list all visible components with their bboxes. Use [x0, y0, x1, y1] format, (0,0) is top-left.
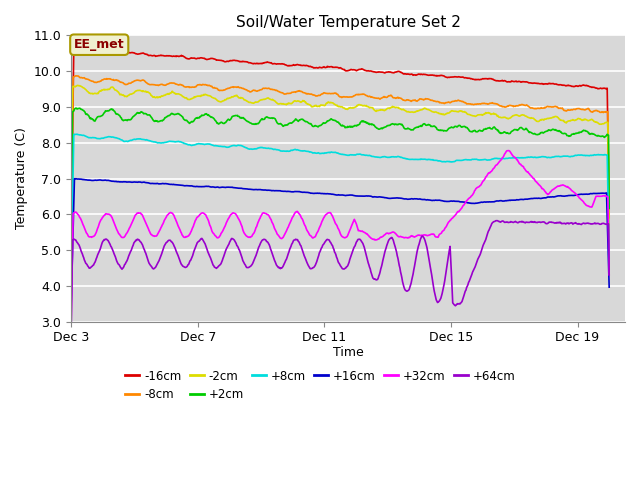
-2cm [605, 242, 613, 248]
+64cm [392, 244, 399, 250]
Legend: -16cm, -8cm, -2cm, +2cm, +8cm, +16cm, +32cm, +64cm: -16cm, -8cm, -2cm, +2cm, +8cm, +16cm, +3… [120, 365, 520, 406]
-8cm [67, 250, 75, 256]
+8cm [479, 157, 487, 163]
-2cm [67, 221, 75, 227]
Line: +64cm: +64cm [71, 221, 609, 335]
-8cm [129, 79, 137, 84]
+32cm [392, 230, 399, 236]
-2cm [346, 105, 354, 110]
+16cm [392, 195, 400, 201]
+8cm [177, 139, 184, 144]
+16cm [70, 176, 78, 181]
+64cm [67, 332, 75, 338]
+8cm [73, 132, 81, 137]
-2cm [141, 89, 148, 95]
+64cm [140, 246, 148, 252]
+2cm [72, 105, 79, 111]
+8cm [392, 154, 400, 160]
-16cm [605, 213, 613, 219]
+32cm [67, 319, 75, 325]
+8cm [141, 137, 148, 143]
-8cm [72, 73, 79, 79]
Line: -2cm: -2cm [71, 85, 609, 245]
+32cm [605, 272, 613, 277]
+32cm [140, 216, 148, 221]
+8cm [129, 137, 137, 143]
+64cm [129, 244, 136, 250]
-8cm [141, 78, 148, 84]
+32cm [505, 148, 513, 154]
+64cm [479, 244, 486, 250]
+16cm [605, 284, 613, 290]
-16cm [479, 76, 487, 82]
+16cm [346, 192, 354, 198]
Title: Soil/Water Temperature Set 2: Soil/Water Temperature Set 2 [236, 15, 461, 30]
-16cm [141, 51, 148, 57]
-8cm [605, 215, 613, 221]
Line: -16cm: -16cm [71, 48, 609, 239]
-8cm [479, 101, 487, 107]
Line: +8cm: +8cm [71, 134, 609, 282]
+8cm [346, 152, 354, 157]
Line: -8cm: -8cm [71, 76, 609, 253]
+16cm [129, 179, 137, 185]
-2cm [392, 105, 400, 110]
+2cm [67, 268, 75, 274]
+16cm [141, 180, 148, 185]
-16cm [392, 69, 400, 75]
+64cm [492, 218, 500, 224]
+32cm [479, 179, 486, 185]
+2cm [605, 205, 613, 211]
Y-axis label: Temperature (C): Temperature (C) [15, 128, 28, 229]
-2cm [74, 83, 81, 88]
Line: +16cm: +16cm [71, 179, 609, 303]
+16cm [479, 199, 487, 205]
+2cm [346, 124, 354, 130]
+16cm [67, 300, 75, 306]
-2cm [177, 92, 184, 98]
-16cm [177, 53, 184, 59]
+64cm [605, 272, 613, 278]
Line: +32cm: +32cm [71, 151, 609, 322]
-16cm [67, 236, 75, 242]
-8cm [177, 82, 184, 87]
+32cm [129, 218, 136, 224]
+16cm [177, 182, 184, 188]
X-axis label: Time: Time [333, 346, 364, 359]
+2cm [177, 112, 184, 118]
-2cm [129, 90, 137, 96]
-8cm [346, 94, 354, 100]
Line: +2cm: +2cm [71, 108, 609, 271]
+8cm [605, 255, 613, 261]
-16cm [346, 67, 354, 72]
+64cm [176, 258, 184, 264]
+64cm [346, 257, 353, 263]
-16cm [72, 45, 79, 50]
+32cm [176, 227, 184, 233]
-2cm [479, 112, 487, 118]
Text: EE_met: EE_met [74, 38, 125, 51]
+8cm [67, 279, 75, 285]
+2cm [392, 121, 400, 127]
+32cm [346, 228, 353, 233]
-8cm [392, 96, 400, 101]
+2cm [129, 114, 137, 120]
-16cm [129, 50, 137, 56]
+2cm [479, 128, 487, 133]
+2cm [141, 111, 148, 117]
